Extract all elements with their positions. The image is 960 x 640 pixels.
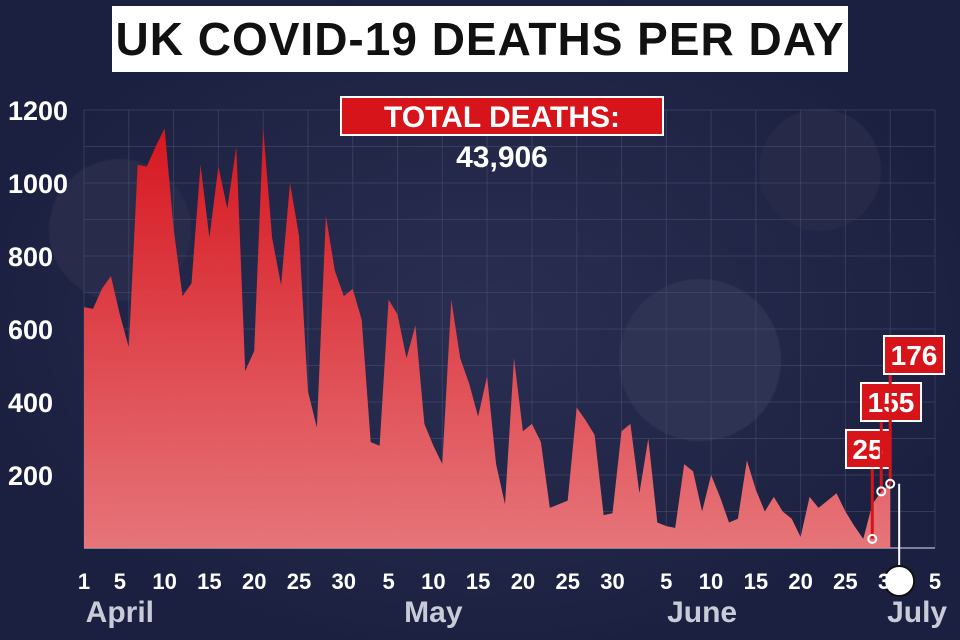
deaths-area-series — [84, 128, 891, 549]
callout-value: 176 — [891, 340, 938, 371]
x-tick-label: 25 — [555, 569, 579, 594]
x-tick-label: 20 — [242, 569, 266, 594]
y-tick-label: 800 — [8, 242, 53, 272]
highlight-circle — [883, 565, 916, 597]
chart-title: UK COVID-19 DEATHS PER DAY — [112, 6, 848, 72]
x-tick-label: 1 — [78, 569, 90, 594]
callout-box — [883, 335, 945, 375]
x-tick-label: 30 — [600, 569, 624, 594]
x-tick-label: 15 — [466, 569, 490, 594]
highlight-marker — [883, 483, 916, 597]
y-axis-ticks: 200 400 600 800 1000 1200 — [8, 96, 68, 491]
x-tick-label: 10 — [699, 569, 723, 594]
x-tick-label: 5 — [114, 569, 126, 594]
x-tick-label: 30 — [332, 569, 356, 594]
month-label: May — [404, 596, 463, 629]
x-tick-label: 25 — [287, 569, 311, 594]
month-label: June — [667, 596, 737, 629]
x-tick-label: 30 — [878, 569, 902, 594]
y-tick-label: 400 — [8, 388, 53, 418]
callout-value: 25 — [852, 434, 883, 465]
x-tick-label: 10 — [152, 569, 176, 594]
x-tick-label: 20 — [788, 569, 812, 594]
x-tick-label: 25 — [833, 569, 857, 594]
x-tick-label: 5 — [660, 569, 672, 594]
month-label: July — [887, 596, 947, 629]
y-tick-label: 200 — [8, 461, 53, 491]
x-tick-label: 1 — [893, 569, 905, 594]
x-tick-label: 5 — [929, 569, 941, 594]
callout-point — [867, 533, 878, 544]
y-tick-label: 1000 — [8, 169, 68, 199]
callout-labels: 25155176 — [845, 335, 945, 544]
callout-point — [885, 478, 896, 489]
month-labels: April May June July — [86, 596, 948, 629]
x-tick-label: 15 — [197, 569, 221, 594]
x-tick-label: 5 — [382, 569, 394, 594]
x-tick-label: 15 — [744, 569, 768, 594]
total-deaths-box: TOTAL DEATHS: 43,906 — [340, 96, 664, 174]
x-axis-ticks: 1 5 10 15 20 25 30 5 10 15 20 25 30 5 10 15 20 25 301 5 — [78, 569, 941, 594]
x-tick-label: 20 — [511, 569, 535, 594]
callout-point — [876, 486, 887, 497]
x-tick-label: 10 — [421, 569, 445, 594]
month-label: April — [86, 596, 154, 629]
y-tick-label: 600 — [8, 315, 53, 345]
y-tick-label: 1200 — [8, 96, 68, 126]
